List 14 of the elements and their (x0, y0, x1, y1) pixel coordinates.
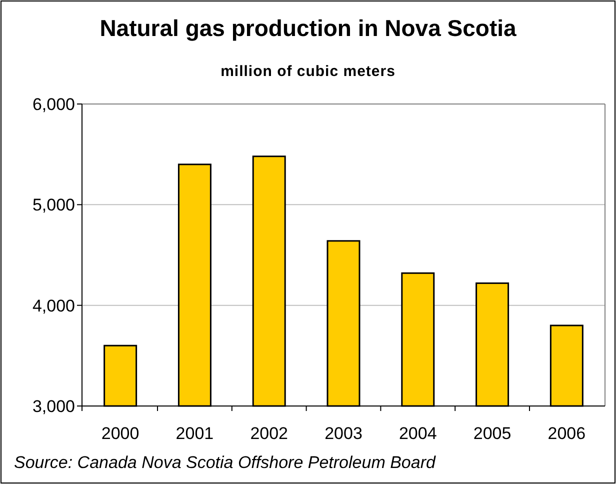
y-tick-label: 3,000 (32, 396, 75, 416)
y-tick-label: 5,000 (32, 196, 75, 215)
y-tick-label: 6,000 (32, 94, 75, 114)
x-tick-label: 2002 (250, 424, 288, 443)
x-tick-label: 2001 (176, 424, 214, 443)
x-tick-label: 2006 (548, 424, 586, 443)
x-tick-label: 2000 (101, 424, 140, 443)
source-note: Source: Canada Nova Scotia Offshore Petroleum Board (14, 453, 436, 472)
chart-subtitle: million of cubic meters (220, 63, 396, 80)
y-tick-label: 4,000 (32, 296, 75, 316)
x-tick-label: 2003 (324, 424, 362, 443)
chart-title: Natural gas production in Nova Scotia (100, 15, 517, 41)
x-tick-label: 2004 (398, 424, 437, 443)
x-tick-label: 2005 (473, 424, 512, 443)
